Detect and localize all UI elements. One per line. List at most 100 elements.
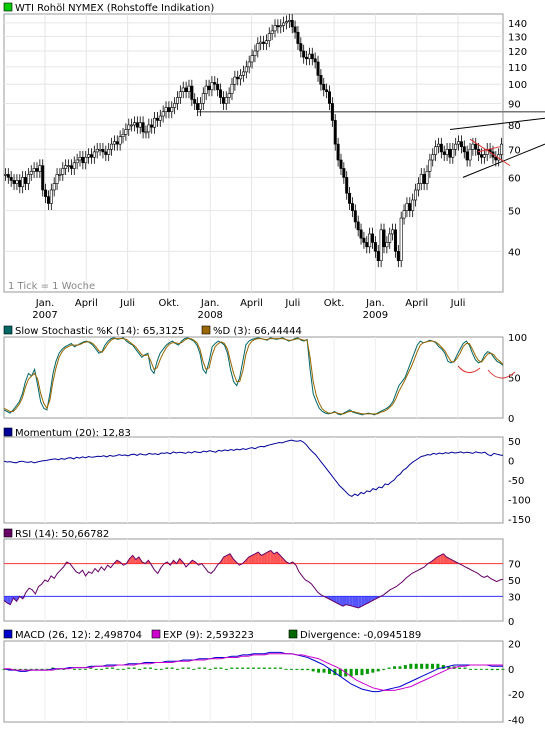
rsi-overbought-fill xyxy=(226,553,230,564)
price-candle-body xyxy=(21,177,25,188)
price-candle-body xyxy=(118,136,122,145)
price-candle-body xyxy=(184,87,188,92)
macd-divergence-bar xyxy=(279,667,283,669)
rsi-overbought-fill xyxy=(248,555,252,564)
price-candle-body xyxy=(124,129,128,135)
macd-divergence-bar xyxy=(214,667,218,669)
price-candle-body xyxy=(428,159,432,172)
rsi-series-line xyxy=(3,549,504,609)
price-candle-body xyxy=(454,143,458,150)
price-candle-body xyxy=(425,171,429,184)
price-x-tick: Juli xyxy=(284,298,300,309)
macd-divergence-bar xyxy=(414,663,418,669)
price-y-tick: 140 xyxy=(508,19,527,30)
macd-divergence-bar xyxy=(197,667,201,669)
price-candle-body xyxy=(61,168,65,175)
macd-divergence-bar xyxy=(365,668,369,674)
price-candle-body xyxy=(457,141,461,145)
macd-divergence-bar xyxy=(13,668,17,670)
macd-divergence-bar xyxy=(78,668,82,670)
macd-divergence-bar xyxy=(2,668,6,670)
macd-divergence-bar xyxy=(29,668,33,670)
momentum-label: Momentum (20): 12,83 xyxy=(15,428,131,439)
price-candle-body xyxy=(81,156,85,164)
rsi-oversold-fill xyxy=(4,596,8,603)
price-candle-body xyxy=(35,168,39,172)
macd-divergence-bar xyxy=(501,668,505,670)
price-candle-body xyxy=(459,141,463,147)
price-candle-body xyxy=(233,76,237,85)
price-candle-body xyxy=(284,21,288,24)
price-x-tick: Jan. xyxy=(200,298,220,309)
price-x-tick: April xyxy=(75,298,98,309)
price-candle-body xyxy=(164,107,168,113)
price-candle-body xyxy=(55,174,59,184)
rsi-swatch xyxy=(3,528,13,538)
rsi-oversold-fill xyxy=(346,596,350,606)
macd-divergence-bar xyxy=(148,667,152,669)
price-candle-body xyxy=(78,156,82,161)
price-candle-body xyxy=(451,148,455,158)
rsi-overbought-fill xyxy=(273,552,278,564)
price-candle-body xyxy=(350,203,354,211)
price-candle-body xyxy=(44,189,48,197)
rsi-overbought-fill xyxy=(223,555,227,564)
price-candle-body xyxy=(365,242,369,248)
price-candle-body xyxy=(273,25,277,32)
price-candle-body xyxy=(376,251,380,261)
price-candle-body xyxy=(259,41,263,44)
macd-divergence-bar xyxy=(322,668,326,673)
price-candle-body xyxy=(18,180,22,188)
macd-divergence-bar xyxy=(154,668,158,670)
rsi-overbought-fill xyxy=(280,555,284,564)
macd-divergence-bar xyxy=(105,667,109,669)
price-candle-body xyxy=(342,168,346,178)
price-candle-body xyxy=(138,122,142,128)
stoch-d-swatch xyxy=(201,325,211,335)
price-candle-body xyxy=(462,146,466,153)
price-candle-body xyxy=(127,124,131,130)
price-candle-body xyxy=(439,143,443,153)
price-candle-body xyxy=(198,103,202,110)
momentum-y-tick: -150 xyxy=(508,515,531,526)
price-y-tick: 110 xyxy=(508,63,527,74)
price-candle-body xyxy=(345,177,349,194)
price-candle-body xyxy=(170,107,174,113)
rsi-oversold-fill xyxy=(336,596,340,605)
macd-divergence-bar xyxy=(18,668,22,671)
macd-divergence-bar xyxy=(306,668,310,671)
momentum-panel-frame xyxy=(3,436,504,524)
price-candle-body xyxy=(448,148,452,158)
price-candle-body xyxy=(135,122,139,128)
macd-divergence-bar xyxy=(224,668,228,670)
price-candle-body xyxy=(379,229,383,261)
macd-divergence-bar xyxy=(40,668,44,670)
rsi-overbought-fill xyxy=(433,557,438,564)
price-candle-body xyxy=(244,66,248,73)
macd-divergence-bar xyxy=(230,667,234,669)
rsi-overbought-fill xyxy=(132,555,136,564)
price-candle-body xyxy=(276,25,280,28)
price-title: WTI Rohöl NYMEX (Rohstoffe Indikation) xyxy=(15,3,214,14)
price-candle-body xyxy=(422,174,426,184)
macd-divergence-bar xyxy=(252,667,255,669)
macd-divergence-bar xyxy=(94,668,98,670)
price-candle-body xyxy=(270,30,274,34)
price-candle-body xyxy=(32,168,36,172)
price-candle-body xyxy=(416,183,420,191)
stoch-k-swatch xyxy=(3,325,13,335)
price-x-tick: Okt. xyxy=(159,298,180,309)
macd-divergence-bar xyxy=(403,665,407,669)
price-candle-body xyxy=(190,85,194,100)
price-year-label: 2008 xyxy=(197,310,222,321)
rsi-oversold-fill xyxy=(361,596,365,607)
price-candle-body xyxy=(307,53,311,60)
price-candle-body xyxy=(302,50,306,58)
macd-divergence-bar xyxy=(62,668,66,670)
price-candle-body xyxy=(373,242,377,252)
stoch-d-label: %D (3): 66,44444 xyxy=(213,326,302,337)
price-candle-body xyxy=(147,124,151,133)
macd-divergence-bar xyxy=(355,668,359,676)
price-candle-body xyxy=(353,210,357,223)
price-y-tick: 60 xyxy=(508,173,521,184)
